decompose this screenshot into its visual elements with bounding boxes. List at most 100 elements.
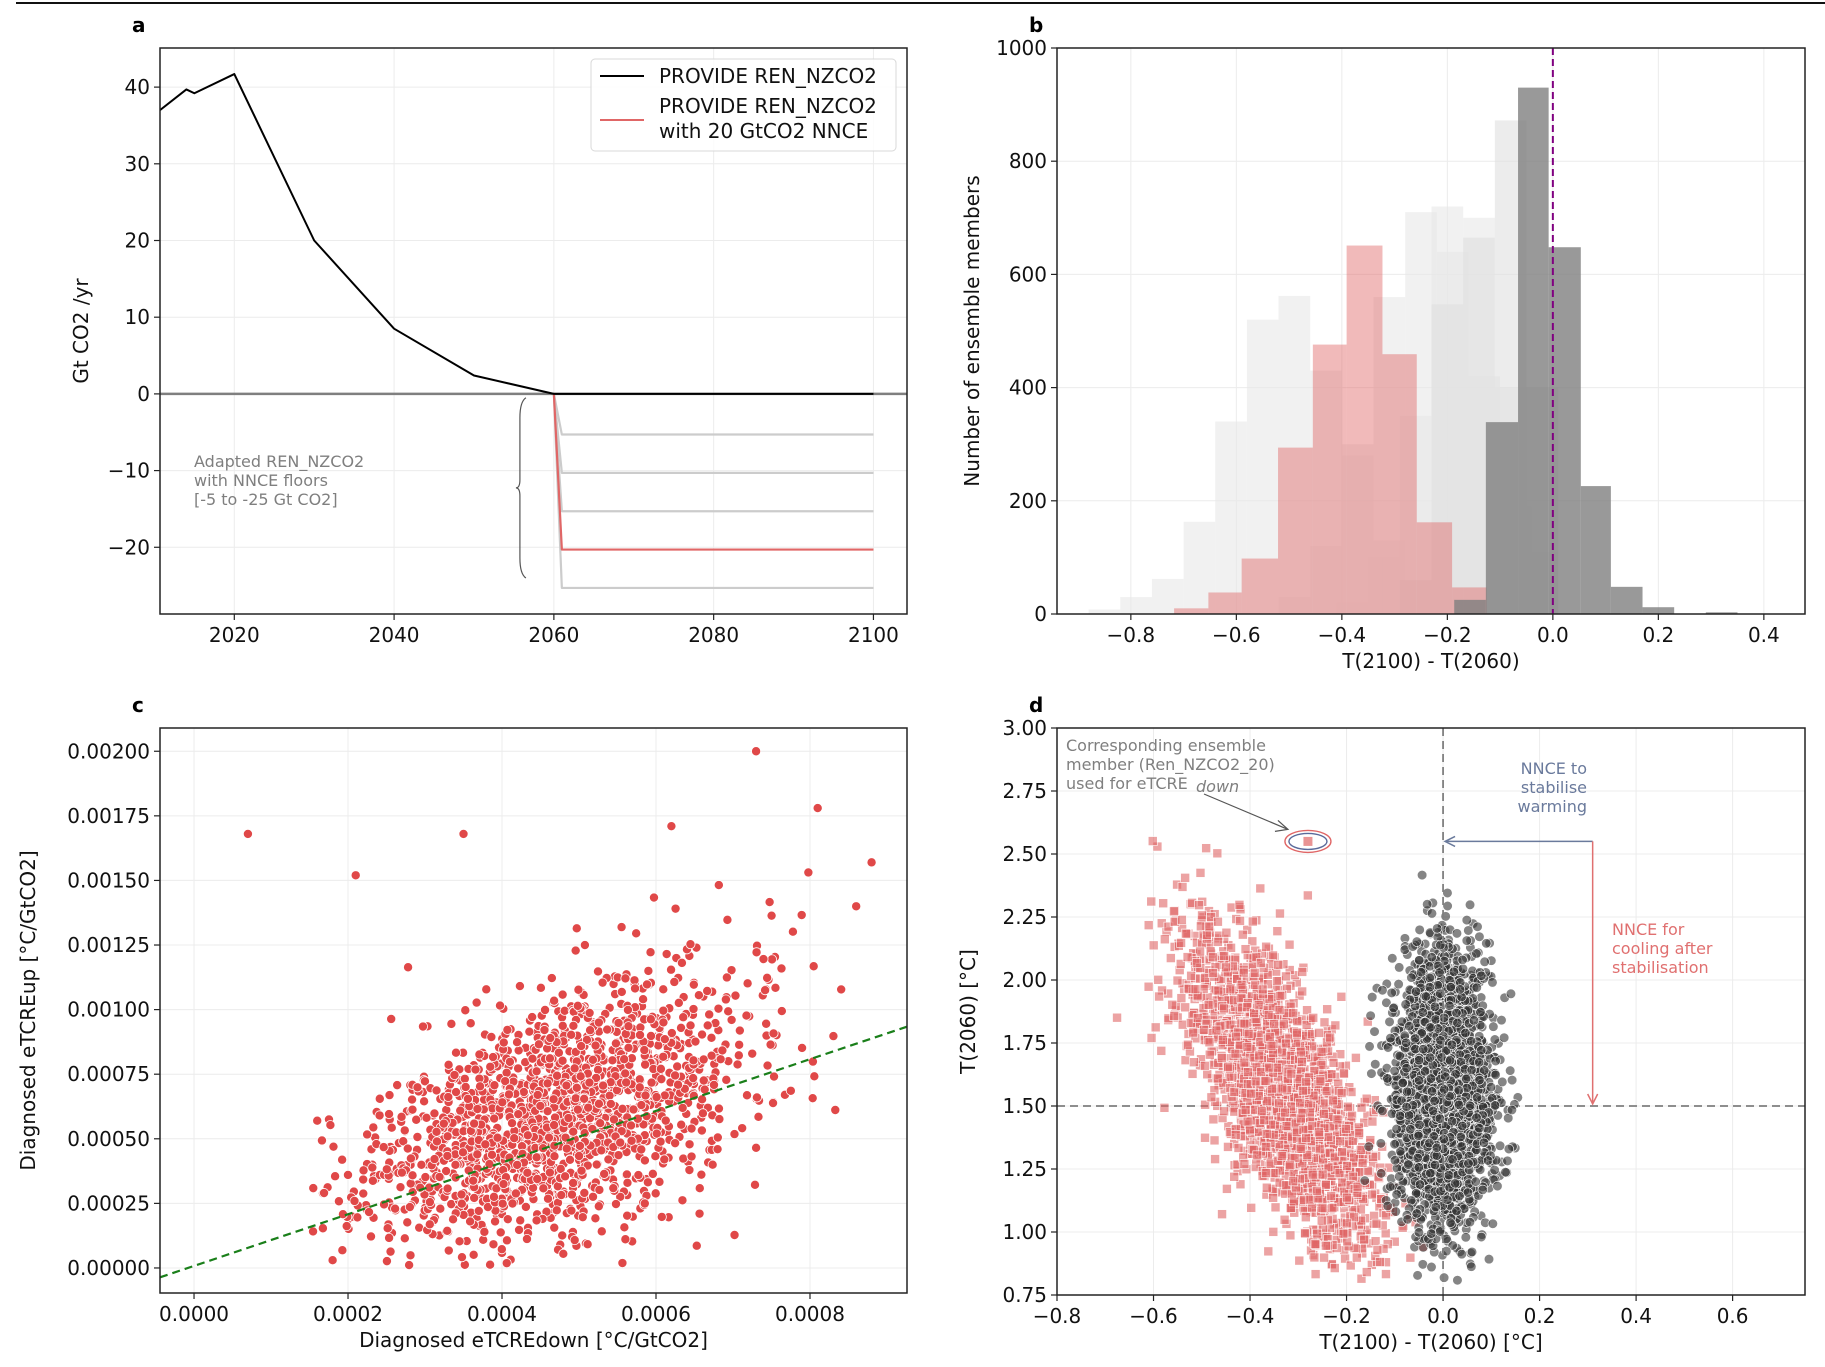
- scatter-point: [1203, 1000, 1214, 1010]
- scatter-point: [1417, 1259, 1428, 1270]
- histogram-bar: [1151, 578, 1184, 614]
- scatter-point: [645, 947, 656, 958]
- scatter-point: [1160, 934, 1170, 945]
- scatter-point: [1314, 1028, 1324, 1038]
- scatter-point: [1384, 1016, 1395, 1027]
- scatter-point: [697, 1029, 708, 1040]
- scatter-point: [556, 1190, 567, 1201]
- scatter-point: [421, 1112, 432, 1123]
- scatter-point: [1187, 1069, 1198, 1079]
- scatter-point: [1154, 991, 1164, 1002]
- scatter-point: [1146, 1033, 1157, 1043]
- scatter-point: [1204, 1049, 1215, 1060]
- axes-frame: [1056, 47, 1806, 615]
- scatter-point: [501, 1067, 512, 1078]
- scatter-point: [642, 1177, 653, 1188]
- scatter-point: [1325, 1032, 1335, 1043]
- scatter-point: [631, 928, 642, 939]
- scatter-point: [386, 1122, 397, 1133]
- scatter-point: [1143, 920, 1154, 930]
- scatter-point: [510, 1188, 521, 1199]
- scatter-point: [1288, 1176, 1299, 1187]
- scatter-point: [1349, 1212, 1359, 1223]
- scatter-point: [419, 1096, 430, 1107]
- scatter-point: [352, 1212, 363, 1223]
- histogram-bar: [1312, 344, 1347, 614]
- scatter-point: [472, 1104, 483, 1115]
- scatter-point: [442, 1183, 453, 1194]
- scatter-point: [636, 1100, 647, 1111]
- scatter-point: [608, 1142, 619, 1153]
- scatter-point: [495, 1000, 506, 1011]
- scatter-point: [1240, 944, 1251, 954]
- scatter-point: [1326, 1069, 1337, 1080]
- scatter-point: [1196, 921, 1206, 932]
- scatter-point: [647, 1168, 658, 1179]
- scatter-point: [1295, 1143, 1306, 1154]
- scatter-point: [431, 1085, 442, 1096]
- scatter-point: [742, 978, 753, 989]
- scatter-point: [684, 1165, 695, 1176]
- scatter-point: [608, 1183, 619, 1194]
- scatter-point: [620, 973, 631, 984]
- scatter-point: [431, 1126, 442, 1137]
- y-tick-label: 0.00150: [67, 868, 150, 892]
- scatter-point: [1200, 973, 1210, 983]
- scatter-point: [577, 1212, 588, 1223]
- scatter-point: [319, 1188, 330, 1199]
- scatter-point: [1277, 1151, 1287, 1161]
- scatter-point: [1281, 1121, 1292, 1131]
- scatter-point: [1186, 970, 1196, 981]
- scatter-point: [596, 1226, 607, 1237]
- scatter-point: [429, 1154, 440, 1165]
- scatter-point: [1316, 1215, 1327, 1226]
- legend-label: PROVIDE REN_NZCO2: [659, 64, 877, 88]
- scatter-point: [469, 1118, 480, 1129]
- scatter-point: [548, 1094, 559, 1105]
- scatter-point: [765, 1039, 776, 1050]
- scatter-point: [670, 1070, 681, 1081]
- panel-label: a: [132, 13, 146, 37]
- scatter-point: [429, 1108, 440, 1119]
- scatter-point: [574, 1140, 585, 1151]
- scatter-point: [384, 1090, 395, 1101]
- scatter-point: [1213, 916, 1223, 927]
- scatter-point: [696, 1125, 707, 1136]
- scatter-point: [626, 1135, 637, 1146]
- series-line-provide-ren-nzco2-with-20-gtco2-nnce: [552, 393, 874, 551]
- scatter-point: [666, 1028, 677, 1039]
- scatter-point: [1230, 1129, 1241, 1140]
- scatter-point: [502, 1024, 513, 1035]
- histogram-bar: [1215, 421, 1247, 614]
- scatter-point: [1337, 1177, 1348, 1188]
- scatter-point: [1204, 1037, 1215, 1048]
- scatter-point: [449, 1070, 460, 1081]
- scatter-point: [374, 1093, 385, 1104]
- scatter-point: [367, 1162, 378, 1173]
- scatter-point: [626, 1120, 637, 1131]
- scatter-point: [1365, 1010, 1376, 1021]
- scatter-point: [1303, 1099, 1314, 1109]
- y-tick-label: 0.00075: [67, 1062, 150, 1086]
- x-tick-label: 0.0000: [159, 1302, 229, 1326]
- scatter-point: [1182, 952, 1193, 962]
- scatter-point: [1197, 910, 1207, 921]
- scatter-point: [616, 986, 627, 997]
- scatter-point: [325, 1120, 336, 1131]
- scatter-point: [655, 1136, 666, 1147]
- scatter-point: [715, 1054, 726, 1065]
- scatter-point: [552, 1070, 563, 1081]
- scatter-point: [1257, 984, 1268, 995]
- scatter-point: [796, 910, 807, 921]
- scatter-point: [549, 1151, 560, 1162]
- scatter-point: [1338, 1228, 1349, 1239]
- scatter-point: [1272, 926, 1283, 936]
- scatter-point: [1176, 938, 1186, 948]
- scatter-point: [634, 1082, 645, 1093]
- y-tick-label: 0.00200: [67, 739, 150, 763]
- scatter-point: [1225, 1019, 1236, 1030]
- scatter-point: [639, 1155, 650, 1166]
- scatter-point: [762, 972, 773, 983]
- scatter-point: [1112, 1012, 1122, 1023]
